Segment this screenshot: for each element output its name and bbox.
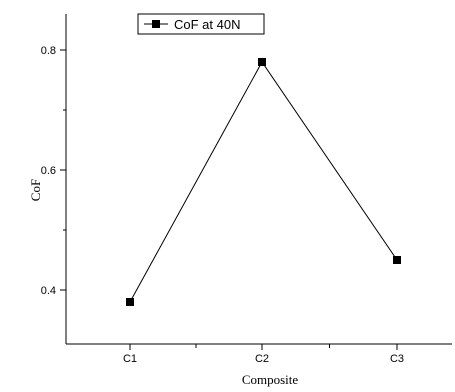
y-tick-label: 0.6 bbox=[41, 165, 56, 177]
y-axis-title: CoF bbox=[28, 179, 43, 201]
legend: CoF at 40N bbox=[137, 13, 265, 35]
y-ticks: 0.4 0.6 0.8 bbox=[41, 45, 66, 297]
x-ticks: C1 C2 C3 bbox=[123, 344, 404, 365]
legend-label: CoF at 40N bbox=[174, 17, 240, 32]
data-point-marker bbox=[126, 298, 134, 306]
data-point-marker bbox=[393, 256, 401, 264]
legend-marker bbox=[152, 20, 160, 28]
y-tick-label: 0.4 bbox=[41, 285, 56, 297]
series-line bbox=[129, 61, 398, 303]
x-tick-label: C2 bbox=[255, 353, 269, 365]
legend-box bbox=[137, 13, 265, 35]
x-axis-title: Composite bbox=[242, 372, 299, 387]
data-point-marker bbox=[258, 58, 266, 66]
series-group bbox=[126, 58, 401, 306]
x-tick-label: C1 bbox=[123, 353, 137, 365]
x-tick-label: C3 bbox=[390, 353, 404, 365]
y-tick-label: 0.8 bbox=[41, 45, 56, 57]
